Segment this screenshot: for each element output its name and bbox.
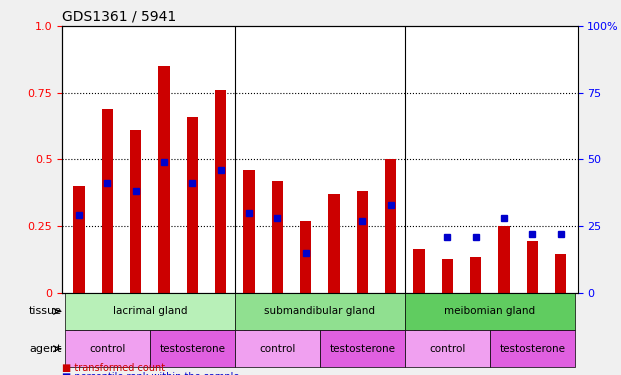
Bar [271,181,283,292]
FancyBboxPatch shape [405,330,490,368]
Bar [215,90,227,292]
Text: control: control [259,344,296,354]
Bar [356,191,368,292]
Text: testosterone: testosterone [160,344,225,354]
Text: control: control [89,344,125,354]
Bar [442,259,453,292]
Text: ■ percentile rank within the sample: ■ percentile rank within the sample [62,372,240,375]
FancyBboxPatch shape [235,292,405,330]
Bar [300,220,311,292]
Bar [470,256,481,292]
Bar [413,249,425,292]
FancyBboxPatch shape [490,330,574,368]
Bar [243,170,255,292]
Bar [130,130,142,292]
FancyBboxPatch shape [235,330,320,368]
Text: control: control [429,344,466,354]
Text: ■ transformed count: ■ transformed count [62,363,165,373]
FancyBboxPatch shape [150,330,235,368]
Bar [527,241,538,292]
Text: tissue: tissue [29,306,61,316]
Text: lacrimal gland: lacrimal gland [112,306,187,316]
Bar [158,66,170,292]
FancyBboxPatch shape [65,330,150,368]
FancyBboxPatch shape [320,330,405,368]
Bar [329,194,340,292]
Text: GDS1361 / 5941: GDS1361 / 5941 [62,10,176,24]
Bar [555,254,566,292]
Bar [385,159,396,292]
Text: testosterone: testosterone [329,344,396,354]
Text: agent: agent [29,344,61,354]
Text: testosterone: testosterone [499,344,565,354]
Bar [187,117,198,292]
Bar [73,186,84,292]
Bar [498,226,510,292]
Text: submandibular gland: submandibular gland [265,306,375,316]
Text: meibomian gland: meibomian gland [444,306,535,316]
FancyBboxPatch shape [405,292,574,330]
FancyBboxPatch shape [65,292,235,330]
Bar [102,109,113,292]
